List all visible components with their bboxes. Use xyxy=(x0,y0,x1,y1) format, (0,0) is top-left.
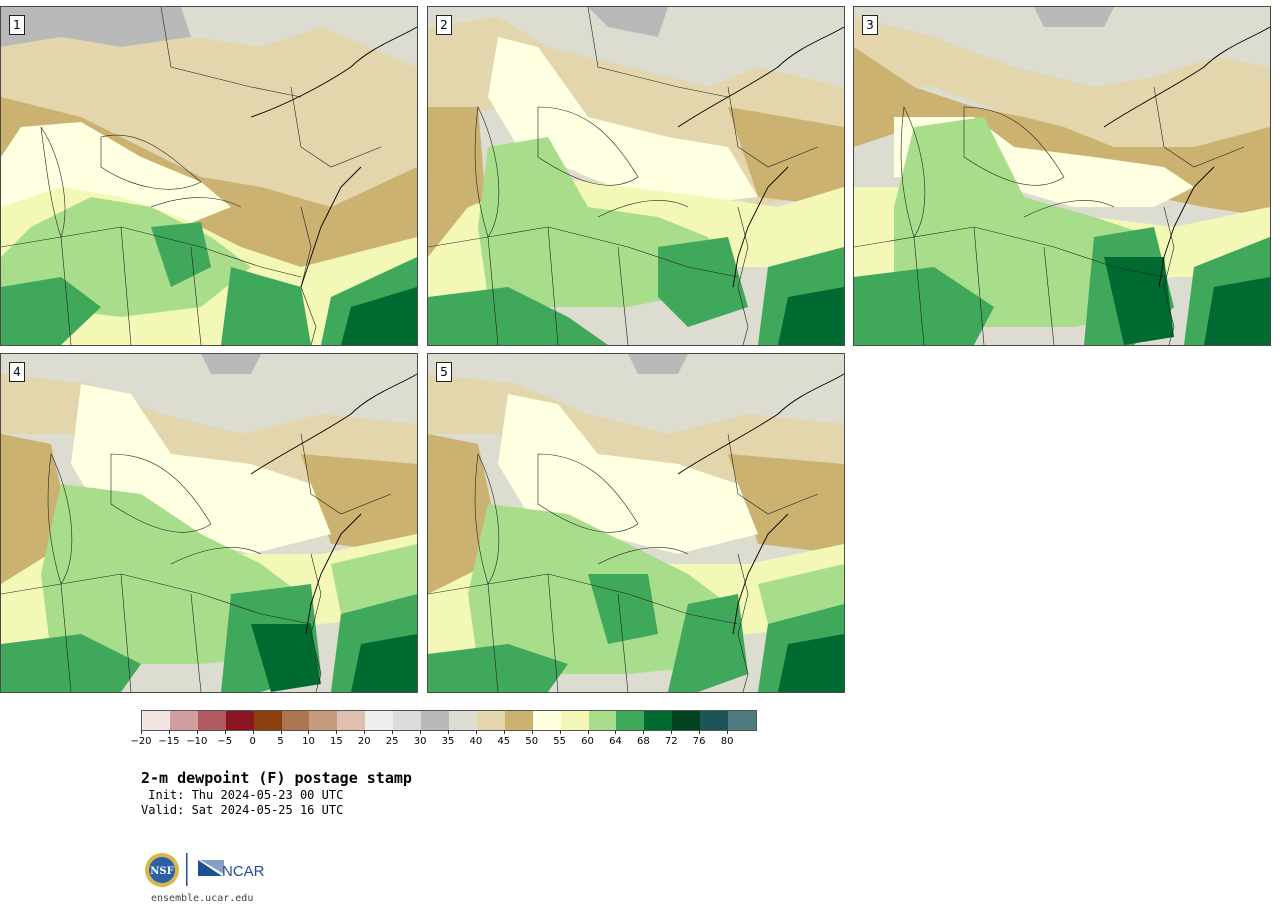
colorbar-tick-label: 40 xyxy=(469,736,483,747)
colorbar-swatch xyxy=(560,711,589,730)
colorbar-swatch xyxy=(644,711,673,730)
nsf-ncar-logo: NSF NCAR xyxy=(145,853,265,887)
colorbar-tickmark xyxy=(224,730,226,734)
colorbar-swatch xyxy=(393,711,422,730)
colorbar-swatch xyxy=(672,711,701,730)
colorbar-swatch xyxy=(448,711,477,730)
colorbar-tick-label: 80 xyxy=(720,736,734,747)
map-panel-4: 4 xyxy=(0,353,418,693)
panel-number-5: 5 xyxy=(436,362,452,382)
panel-number-4: 4 xyxy=(9,362,25,382)
panel-number-3: 3 xyxy=(862,15,878,35)
colorbar-tick-label: 60 xyxy=(581,736,594,747)
colorbar-tick-label: 5 xyxy=(277,736,284,747)
panel-number-1: 1 xyxy=(9,15,25,35)
colorbar-tick-label: 25 xyxy=(385,736,399,747)
colorbar-tick-label: −10 xyxy=(186,736,208,747)
dewpoint-map-2 xyxy=(428,7,844,345)
colorbar-tickmark xyxy=(727,730,729,734)
colorbar-swatch xyxy=(588,711,617,730)
colorbar-tick-label: 68 xyxy=(636,736,650,747)
colorbar-tickmark xyxy=(420,730,422,734)
colorbar-tick-label: 76 xyxy=(692,736,706,747)
ncar-logo-text: NCAR xyxy=(222,863,265,880)
colorbar-tick-label: −5 xyxy=(217,736,233,747)
colorbar-tickmark xyxy=(587,730,589,734)
map-panel-1: 1 xyxy=(0,6,418,346)
colorbar-tick-label: −20 xyxy=(130,736,152,747)
colorbar-tickmark xyxy=(615,730,617,734)
colorbar-tickmark xyxy=(559,730,561,734)
map-panel-3: 3 xyxy=(853,6,1271,346)
logos: NSF NCAR xyxy=(144,850,284,890)
map-panel-2: 2 xyxy=(427,6,845,346)
colorbar-tickmark xyxy=(503,730,505,734)
colorbar-tickmark xyxy=(448,730,449,734)
colorbar-tickmark xyxy=(196,730,198,734)
colorbar-tickmark xyxy=(336,730,338,734)
panel-number-2: 2 xyxy=(436,15,452,35)
colorbar-tick-label: 10 xyxy=(302,736,315,747)
colorbar-swatch xyxy=(365,711,394,730)
init-time: Init: Thu 2024-05-23 00 UTC xyxy=(141,788,344,802)
site-url: ensemble.ucar.edu xyxy=(151,893,254,904)
colorbar-swatch xyxy=(476,711,505,730)
colorbar: −20 −15 −10 −5 0 5 10 15 20 25 30 35 40 45 50 55 60 64 68 7… xyxy=(130,710,757,747)
colorbar-tick-label: −15 xyxy=(158,736,180,747)
colorbar-tick-label: 64 xyxy=(609,736,622,747)
colorbar-tickmark xyxy=(308,730,310,734)
colorbar-tickmark xyxy=(643,730,645,734)
colorbar-swatch xyxy=(616,711,645,730)
colorbar-tick-label: 20 xyxy=(357,736,371,747)
dewpoint-map-4 xyxy=(1,354,417,692)
colorbar-swatch xyxy=(281,711,310,730)
colorbar-swatch xyxy=(197,711,226,730)
colorbar-tick-label: 72 xyxy=(664,736,678,747)
colorbar-swatch xyxy=(728,711,756,730)
colorbar-tickmark xyxy=(141,730,142,734)
colorbar-tick-label: 35 xyxy=(441,736,455,747)
nsf-logo-text: NSF xyxy=(150,866,173,877)
colorbar-swatch xyxy=(700,711,729,730)
colorbar-tickmark xyxy=(531,730,533,734)
dewpoint-map-3 xyxy=(854,7,1270,345)
colorbar-swatch xyxy=(253,711,282,730)
figure-title: 2-m dewpoint (F) postage stamp xyxy=(141,769,412,787)
colorbar-swatch xyxy=(142,711,170,730)
colorbar-swatch xyxy=(532,711,561,730)
colorbar-tickmark xyxy=(280,730,282,734)
colorbar-tickmark xyxy=(168,730,170,734)
colorbar-tick-label: 0 xyxy=(249,736,256,747)
valid-time: Valid: Sat 2024-05-25 16 UTC xyxy=(141,803,344,817)
colorbar-tickmark xyxy=(475,730,477,734)
colorbar-tick-label: 45 xyxy=(497,736,511,747)
colorbar-swatch xyxy=(225,711,254,730)
colorbar-tickmark xyxy=(699,730,701,734)
map-panel-5: 5 xyxy=(427,353,845,693)
colorbar-tickmark xyxy=(671,730,673,734)
colorbar-tick-label: 50 xyxy=(525,736,539,747)
dewpoint-map-1 xyxy=(1,7,417,345)
colorbar-tick-label: 30 xyxy=(413,736,427,747)
colorbar-swatch xyxy=(337,711,366,730)
colorbar-tickmark xyxy=(392,730,394,734)
colorbar-tick-label: 15 xyxy=(329,736,343,747)
dewpoint-map-5 xyxy=(428,354,844,692)
colorbar-swatches xyxy=(141,710,757,731)
colorbar-swatch xyxy=(169,711,198,730)
colorbar-tick-label: 55 xyxy=(553,736,566,747)
colorbar-tickmark xyxy=(364,730,366,734)
colorbar-swatch xyxy=(309,711,338,730)
colorbar-tickmark xyxy=(252,730,254,734)
colorbar-swatch xyxy=(504,711,533,730)
colorbar-swatch xyxy=(421,711,449,730)
